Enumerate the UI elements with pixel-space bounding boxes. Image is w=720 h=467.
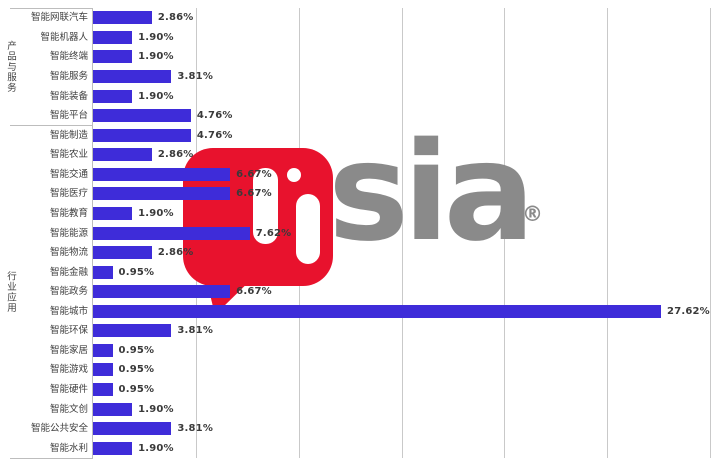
value-label: 2.86%: [157, 149, 194, 161]
value-label: 0.95%: [118, 384, 155, 396]
category-label: 智能城市: [49, 305, 88, 317]
gridline-25pct: [607, 8, 609, 458]
value-label: 1.90%: [138, 442, 174, 454]
gridline-30pct: [710, 8, 711, 458]
category-label: 智能平台: [49, 110, 88, 122]
value-label: 1.90%: [138, 403, 174, 415]
group-label-1: 行业应用: [5, 270, 16, 313]
value-label: 0.95%: [118, 344, 155, 356]
watermark-icon-cutout: [287, 168, 301, 182]
bar-智能水利: [93, 441, 133, 455]
value-label: 1.90%: [138, 31, 174, 43]
category-label: 智能医疗: [49, 188, 88, 200]
bar-智能公共安全: [93, 422, 172, 436]
watermark-icon-cutout: [296, 194, 320, 264]
category-label: 智能文创: [49, 403, 88, 415]
value-label: 1.90%: [138, 207, 174, 219]
category-label: 智能网联汽车: [30, 12, 88, 24]
category-label: 智能硬件: [49, 384, 88, 396]
bar-智能政务: [93, 285, 231, 299]
category-label: 智能环保: [49, 325, 88, 337]
category-axis-line: [92, 8, 93, 458]
value-label: 0.95%: [118, 266, 155, 278]
bar-智能游戏: [93, 363, 113, 377]
group-boundary-line: [10, 125, 93, 126]
category-label: 智能机器人: [40, 31, 88, 43]
bar-智能能源: [93, 226, 250, 240]
category-label: 智能农业: [49, 149, 88, 161]
watermark-brand-text: sia: [328, 114, 535, 272]
value-label: 7.62%: [255, 227, 292, 239]
bar-智能文创: [93, 402, 133, 416]
bar-智能终端: [93, 50, 133, 64]
bar-智能教育: [93, 206, 133, 220]
value-label: 3.81%: [177, 325, 214, 337]
bar-智能家居: [93, 343, 113, 357]
category-label: 智能装备: [49, 90, 88, 102]
bar-智能服务: [93, 69, 172, 83]
category-label: 智能家居: [49, 344, 88, 356]
bar-智能平台: [93, 109, 191, 123]
value-label: 2.86%: [157, 247, 194, 259]
watermark-logo: sia ®: [180, 114, 560, 322]
value-label: 6.67%: [236, 188, 272, 200]
bar-智能金融: [93, 265, 113, 279]
category-label: 智能能源: [49, 227, 88, 239]
bar-智能医疗: [93, 187, 231, 201]
value-label: 0.95%: [118, 364, 155, 376]
category-label: 智能制造: [49, 129, 88, 141]
bar-智能网联汽车: [93, 11, 152, 25]
value-label: 4.76%: [196, 110, 233, 122]
category-label: 智能公共安全: [30, 423, 88, 435]
bar-智能城市: [93, 304, 662, 318]
category-label: 智能终端: [49, 51, 88, 63]
bar-智能装备: [93, 89, 133, 103]
group-label-0: 产品与服务: [5, 40, 16, 93]
gridline-15pct: [401, 8, 403, 458]
category-label: 智能物流: [49, 247, 88, 259]
value-label: 6.67%: [236, 286, 272, 298]
category-label: 智能教育: [49, 207, 88, 219]
group-boundary-line: [10, 458, 93, 459]
bar-智能制造: [93, 128, 191, 142]
value-label: 2.86%: [157, 12, 194, 24]
category-label: 智能服务: [49, 70, 88, 82]
value-label: 1.90%: [138, 90, 174, 102]
watermark-icon-cutout: [253, 168, 278, 244]
category-label: 智能游戏: [49, 364, 88, 376]
value-label: 1.90%: [138, 51, 174, 63]
bar-智能物流: [93, 246, 152, 260]
bar-智能交通: [93, 167, 231, 181]
group-boundary-line: [10, 8, 93, 9]
value-label: 4.76%: [196, 129, 233, 141]
category-label: 智能交通: [49, 168, 88, 180]
category-label: 智能金融: [49, 266, 88, 278]
value-label: 3.81%: [177, 70, 214, 82]
gridline-20pct: [504, 8, 506, 458]
value-label: 3.81%: [177, 423, 214, 435]
bar-智能机器人: [93, 30, 133, 44]
value-label: 27.62%: [667, 305, 710, 317]
bar-智能农业: [93, 148, 152, 162]
value-label: 6.67%: [236, 168, 272, 180]
registered-trademark-icon: ®: [522, 202, 543, 226]
bar-智能硬件: [93, 383, 113, 397]
bar-智能环保: [93, 324, 172, 338]
category-label: 智能水利: [49, 442, 88, 454]
category-label: 智能政务: [49, 286, 88, 298]
